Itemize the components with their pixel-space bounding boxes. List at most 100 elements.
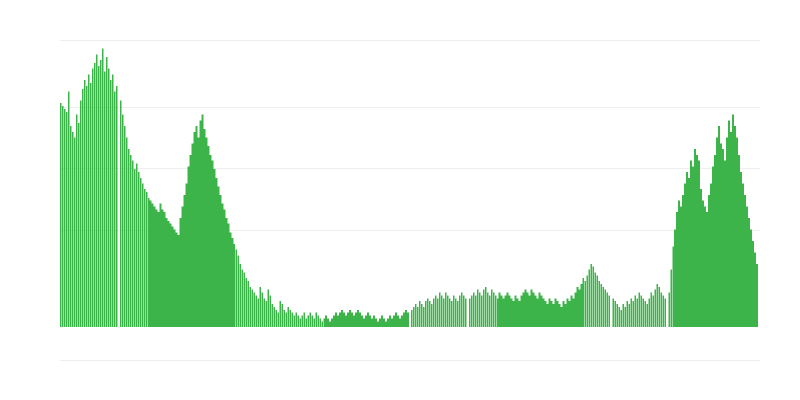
chart-bar — [60, 103, 62, 327]
chart-bar — [91, 68, 94, 327]
chart-bar — [560, 306, 563, 327]
chart-bar — [464, 298, 467, 327]
chart-bar — [538, 292, 541, 327]
chart-bar — [407, 312, 409, 327]
chart-bar — [494, 295, 497, 327]
chart-bar — [67, 91, 70, 327]
chart-bar — [327, 318, 329, 327]
chart-bar — [748, 217, 750, 327]
chart-bar — [718, 126, 720, 327]
chart-bar — [480, 295, 483, 327]
chart-bar — [410, 309, 413, 327]
chart-bar — [744, 194, 746, 327]
chart-bar — [375, 318, 377, 327]
chart-bar — [686, 172, 688, 327]
chart-bar — [556, 301, 559, 327]
chart-bar — [702, 200, 704, 327]
chart-bar — [422, 306, 425, 327]
chart-bar — [548, 298, 551, 327]
chart-bar — [630, 298, 633, 327]
chart-bar — [333, 315, 335, 327]
chart-bar — [728, 120, 730, 327]
chart-bar — [434, 295, 437, 327]
chart-bar — [287, 306, 290, 327]
chart-bar — [395, 312, 397, 327]
chart-bar — [399, 318, 401, 327]
chart-bar — [251, 289, 254, 327]
chart-bar — [606, 292, 609, 327]
chart-bar — [532, 292, 535, 327]
chart-bar — [588, 269, 591, 327]
chart-bar — [574, 292, 577, 327]
chart-bar — [379, 318, 381, 327]
chart-bar — [476, 289, 479, 327]
chart-bar — [712, 166, 714, 327]
chart-bar — [81, 88, 84, 327]
chart-bar — [129, 154, 132, 327]
chart-bar — [558, 304, 561, 327]
chart-bar — [65, 111, 68, 327]
chart-bar — [650, 292, 653, 327]
chart-bar — [534, 295, 537, 327]
chart-bar — [213, 169, 216, 327]
chart-bar — [157, 212, 160, 327]
chart-bar — [105, 57, 108, 327]
chart-bar — [742, 183, 744, 327]
chart-bar — [564, 304, 567, 327]
chart-bar — [231, 238, 234, 327]
chart-bar — [566, 298, 569, 327]
chart-bar — [676, 212, 678, 327]
chart-bar — [520, 295, 523, 327]
chart-bar — [89, 83, 92, 327]
chart-bar — [377, 321, 379, 327]
chart-bar — [393, 315, 395, 327]
chart-bar — [720, 143, 722, 327]
chart-bar — [708, 194, 710, 327]
chart-bar — [75, 114, 78, 328]
chart-bar — [173, 229, 176, 327]
chart-bar — [347, 312, 349, 327]
chart-bar — [227, 223, 230, 327]
chart-bar — [357, 309, 359, 327]
chart-bar — [187, 166, 190, 327]
chart-bar — [738, 154, 740, 327]
chart-bar — [730, 131, 732, 327]
chart-bar — [151, 203, 154, 327]
chart-bar — [99, 60, 102, 328]
chart-bar — [506, 292, 509, 327]
chart-bar — [241, 269, 244, 327]
chart-bar — [221, 203, 224, 327]
chart-bar — [512, 301, 515, 327]
chart-bar — [456, 301, 459, 327]
chart-bar — [217, 186, 220, 327]
chart-bar — [255, 295, 258, 327]
chart-bar — [452, 295, 455, 327]
chart-bar — [594, 272, 597, 327]
chart-bar — [389, 315, 391, 327]
chart-bar — [444, 292, 447, 327]
chart-bar — [113, 91, 116, 327]
chart-bar — [626, 301, 629, 327]
chart-bar — [83, 80, 86, 328]
chart-bar — [426, 298, 429, 327]
chart-bar — [261, 292, 264, 327]
chart-bar — [293, 315, 296, 327]
chart-bar — [197, 137, 200, 327]
chart-bar — [460, 292, 463, 327]
chart-bar — [510, 298, 513, 327]
chart-bar — [331, 318, 333, 327]
chart-bar — [614, 301, 617, 327]
chart-bar — [692, 166, 694, 327]
chart-bar — [544, 301, 547, 327]
chart-bar — [175, 232, 178, 327]
chart-bar — [688, 177, 690, 327]
chart-bar — [401, 315, 403, 327]
chart-bar — [682, 194, 684, 327]
chart-bar — [215, 177, 218, 327]
chart-bar — [277, 312, 280, 327]
chart-bar — [572, 298, 575, 327]
chart-bar — [159, 203, 162, 327]
chart-bar — [201, 114, 204, 328]
